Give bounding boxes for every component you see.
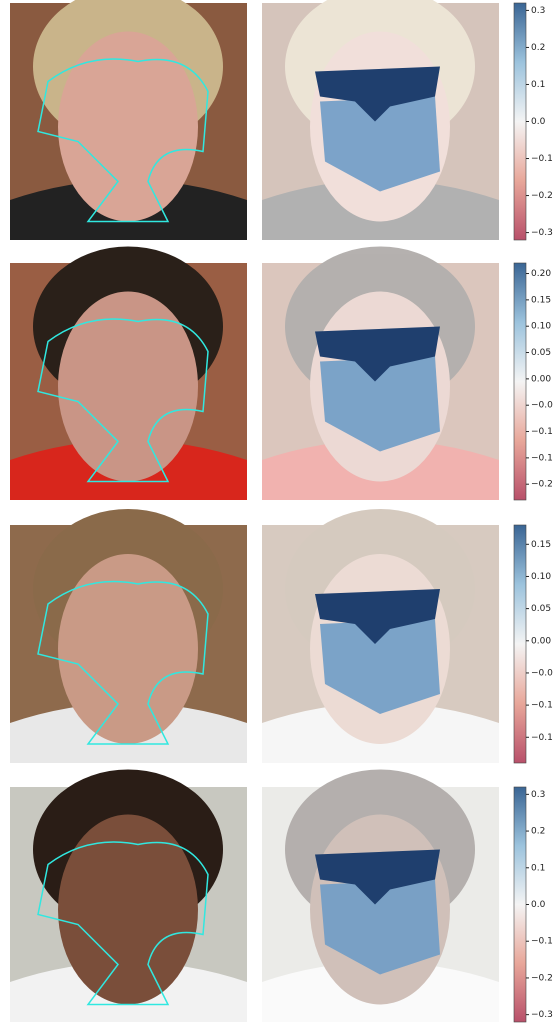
colorbar-tick-label: −0.1 [531,701,553,711]
region-strong [315,849,440,905]
colorbar-tick-label: 0.0 [531,117,546,127]
colorbar-tick-label: −0.1 [531,154,553,164]
colorbar-tick-label: −0.0 [531,401,553,411]
face-image [10,769,247,1022]
colorbar-tick-label: 0.05 [531,348,551,358]
face [58,554,198,744]
colorbar-tick-label: −0.2 [531,191,553,201]
region [320,96,440,192]
colorbar-tick-label: 0.15 [531,540,551,550]
colorbar-tick-label: 0.10 [531,572,551,582]
face-image [10,509,247,763]
face-image [10,0,247,240]
colorbar-tick-label: 0.2 [531,43,545,53]
colorbar-tick-label: 0.15 [531,295,551,305]
region [320,356,440,452]
colorbar-tick-label: 0.1 [531,80,545,90]
colorbar-tick-label: 0.0 [531,900,546,910]
shoulders [262,440,499,500]
shoulders [262,703,499,763]
colorbar-tick-label: 0.00 [531,636,551,646]
face [58,291,198,482]
colorbar-tick-label: 0.05 [531,604,551,614]
region [320,619,440,714]
colorbar-tick-label: −0.1 [531,427,553,437]
colorbar-tick-label: −0.3 [531,228,553,238]
colorbar [513,524,527,764]
colorbar-tick-label: 0.10 [531,322,551,332]
contour [37,318,209,483]
region-strong [315,589,440,644]
colorbar-tick-label: 0.20 [531,269,551,279]
colorbar-tick-label: 0.1 [531,863,545,873]
colorbar-tick-label: 0.2 [531,827,545,837]
colorbar-tick-label: −0.3 [531,1010,553,1020]
shoulders [262,962,499,1022]
region-strong [315,66,440,122]
colorbar-tick-label: 0.00 [531,374,551,384]
colorbar-tick-label: 0.3 [531,6,545,16]
contour [37,841,209,1006]
contour [37,580,209,745]
colorbar-tick-label: −0.1 [531,937,553,947]
region-strong [315,326,440,382]
contour [37,58,209,223]
colorbar-tick-label: −0.1 [531,453,553,463]
shoulders [262,180,499,240]
colorbar [513,262,527,501]
colorbar [513,2,527,241]
face-image [10,246,247,500]
face [58,814,198,1005]
colorbar [513,786,527,1023]
colorbar-tick-label: −0.2 [531,973,553,983]
colorbar-tick-label: −0.2 [531,480,553,490]
colorbar-tick-label: 0.3 [531,790,545,800]
region [320,879,440,975]
colorbar-tick-label: −0.0 [531,668,553,678]
face [58,31,198,222]
colorbar-tick-label: −0.1 [531,733,553,743]
